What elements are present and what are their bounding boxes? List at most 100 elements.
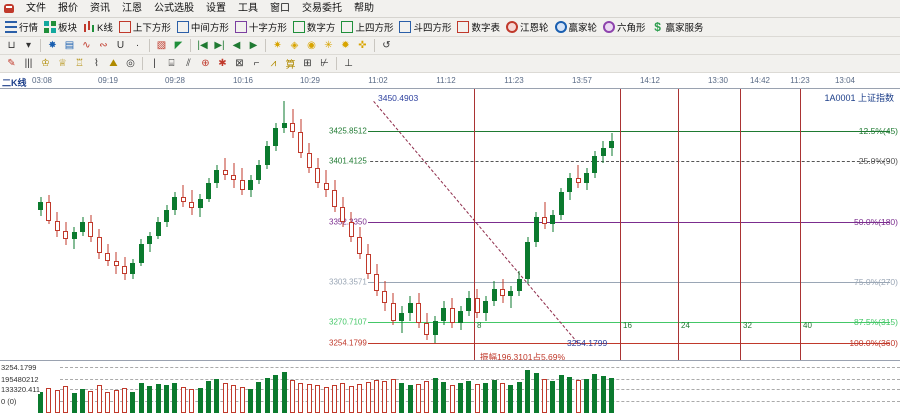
channel-icon[interactable]: ⫽ xyxy=(186,58,191,69)
candlestick xyxy=(575,165,581,188)
dot-icon[interactable]: · xyxy=(135,40,140,51)
tool-rect-cross[interactable]: 十字方形 xyxy=(232,19,290,36)
mountain-icon[interactable]: ⛰ xyxy=(109,58,118,69)
menu-item-settings[interactable]: 设置 xyxy=(206,2,226,14)
gann-level-line xyxy=(330,221,890,223)
tool-rect-middle[interactable]: 中间方形 xyxy=(174,19,232,36)
compass-icon[interactable]: ✜ xyxy=(358,40,367,51)
candlestick xyxy=(122,256,127,280)
step-line-icon[interactable]: ⌐ xyxy=(253,58,260,69)
diamond-icon[interactable]: ◈ xyxy=(290,40,299,51)
flag-icon[interactable]: ◤ xyxy=(174,40,183,51)
menu-item-file[interactable]: 文件 xyxy=(26,2,46,14)
toolbar-separator xyxy=(190,39,191,52)
selection-icon[interactable]: ▧ xyxy=(156,40,167,51)
tool-rect-upper[interactable]: 上四方形 xyxy=(338,19,396,36)
candle-body xyxy=(122,266,127,274)
menu-item-trade-order[interactable]: 交易委托 xyxy=(302,2,342,14)
candle-body xyxy=(525,241,531,279)
grid2-icon[interactable]: ⊞ xyxy=(303,58,312,69)
rect-cross-icon xyxy=(234,21,247,33)
candle-body xyxy=(332,189,337,208)
globe-icon[interactable]: ✸ xyxy=(48,40,57,51)
candlestick xyxy=(550,209,556,232)
cross-mark-icon[interactable]: ⊕ xyxy=(201,58,210,69)
menu-item-help[interactable]: 帮助 xyxy=(354,2,374,14)
crown-a-icon[interactable]: ♔ xyxy=(41,58,50,69)
first-page-icon[interactable]: |◀ xyxy=(197,40,208,51)
volume-bar xyxy=(122,388,127,413)
price-level-label: 3270.7107 xyxy=(328,317,368,327)
spiral-icon[interactable]: ◎ xyxy=(126,58,135,69)
tool-numtable[interactable]: 数字表 xyxy=(454,19,503,36)
price-level-label: 3401.4125 xyxy=(328,156,368,166)
time-axis-tick: 10:29 xyxy=(299,76,321,85)
last-page-icon[interactable]: ▶| xyxy=(214,40,225,51)
time-axis-tick: 14:12 xyxy=(639,76,661,85)
menu-item-news[interactable]: 资讯 xyxy=(90,2,110,14)
candlestick xyxy=(306,143,312,173)
tool-gann-wheel[interactable]: 江恩轮 xyxy=(503,19,552,36)
volume-bar xyxy=(382,381,388,413)
zigzag-icon[interactable]: ⩘ xyxy=(270,58,277,69)
wave-down-icon[interactable]: ∾ xyxy=(99,40,108,51)
bars-icon[interactable]: ||| xyxy=(24,58,33,69)
candlestick xyxy=(130,258,136,279)
magnet-icon[interactable]: U xyxy=(116,40,125,51)
candle-body xyxy=(290,123,295,133)
crown-c-icon[interactable]: ♖ xyxy=(75,58,84,69)
menu-item-window[interactable]: 窗口 xyxy=(270,2,290,14)
candle-body xyxy=(80,222,85,232)
tool-winner-wheel[interactable]: 赢家轮 xyxy=(552,19,601,36)
tool-rect-lower[interactable]: 斗四方形 xyxy=(396,19,454,36)
gann-cycle-number: 40 xyxy=(803,320,812,330)
candlestick xyxy=(466,291,472,316)
tool-hexagon[interactable]: 六角形 xyxy=(600,19,649,36)
menu-item-formula-screen[interactable]: 公式选股 xyxy=(154,2,194,14)
gann-level-label: 75.0%(270) xyxy=(854,276,898,287)
measure-icon[interactable]: ⊥ xyxy=(344,58,353,69)
asterisk-icon[interactable]: ✱ xyxy=(218,58,227,69)
tool-winner-service[interactable]: $ 赢家服务 xyxy=(649,19,707,36)
target-icon[interactable]: ◉ xyxy=(307,40,316,51)
snow-icon[interactable]: ✳ xyxy=(324,40,333,51)
candlestick xyxy=(231,162,237,188)
menu-item-tools[interactable]: 工具 xyxy=(238,2,258,14)
list-icon[interactable]: ▤ xyxy=(64,40,75,51)
boxed-x-icon[interactable]: ⊠ xyxy=(235,58,244,69)
pen-icon[interactable]: ✎ xyxy=(7,58,16,69)
volume-bar xyxy=(542,379,547,413)
tool-blocks[interactable]: 板块 xyxy=(41,19,80,36)
tool-quotes[interactable]: 行情 xyxy=(2,19,41,36)
volume-pane[interactable]: 3254.1799 195480212 133320.411 0 (0) xyxy=(0,360,900,413)
tool-rect-updown[interactable]: 上下方形 xyxy=(116,19,174,36)
next-icon[interactable]: ▶ xyxy=(249,40,258,51)
crown-b-icon[interactable]: ♕ xyxy=(58,58,67,69)
undo-icon[interactable]: ↺ xyxy=(382,40,391,51)
price-pane[interactable]: 12.5%(45) 25.0%(90) 50.0%(180) 75.0%(270) 87… xyxy=(0,89,900,360)
star-icon[interactable]: ✹ xyxy=(341,40,350,51)
candlestick xyxy=(46,194,52,225)
volume-bar xyxy=(441,382,447,413)
steps-icon[interactable]: ⌸ xyxy=(168,58,175,69)
candlestick xyxy=(164,204,169,227)
volume-bar xyxy=(600,376,606,413)
tool-rect-num[interactable]: 数字方 xyxy=(290,19,339,36)
abacus-icon[interactable]: 算 xyxy=(285,60,296,71)
double-h-icon[interactable]: ⊬ xyxy=(320,58,329,69)
prev-icon[interactable]: ◀ xyxy=(232,40,241,51)
menu-item-quotes[interactable]: 报价 xyxy=(58,2,78,14)
candlestick xyxy=(264,140,270,170)
menu-item-gann[interactable]: 江恩 xyxy=(122,2,142,14)
sun-icon[interactable]: ✷ xyxy=(273,40,282,51)
save-icon[interactable]: ⊔ xyxy=(7,40,16,51)
vline-icon[interactable]: | xyxy=(153,58,156,69)
tool-kline[interactable]: K线 xyxy=(80,19,116,36)
volume-bar xyxy=(516,382,522,413)
gann-cycle-number: 8 xyxy=(477,320,482,330)
fan-icon[interactable]: ⌇ xyxy=(94,58,99,69)
chart-area[interactable]: 二K线 03:08 09:19 09:28 10:16 10:29 11:02 11:12 1… xyxy=(0,75,900,413)
wave-up-icon[interactable]: ∿ xyxy=(82,40,91,51)
candle-wick xyxy=(224,157,226,181)
dropdown-caret-icon[interactable]: ▾ xyxy=(25,40,32,51)
